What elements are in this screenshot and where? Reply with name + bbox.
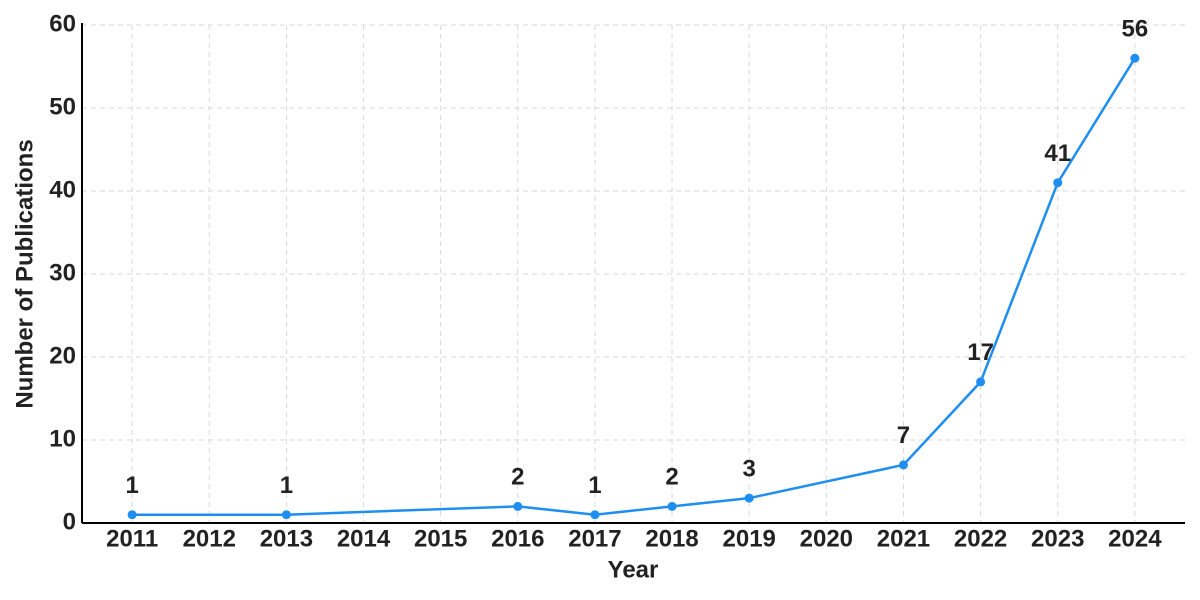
point: [513, 501, 523, 511]
x-tick-label: 2023: [1031, 525, 1084, 552]
data-label: 2: [511, 464, 524, 491]
y-tick-label: 60: [49, 10, 76, 37]
y-tick-label: 20: [49, 342, 76, 369]
point: [744, 493, 754, 503]
y-tick-label: 10: [49, 425, 76, 452]
x-tick-label: 2018: [645, 525, 698, 552]
x-tick-label: 2012: [183, 525, 236, 552]
data-label: 1: [125, 472, 138, 499]
data-label: 1: [588, 472, 601, 499]
y-tick-label: 30: [49, 259, 76, 286]
x-tick-label: 2011: [106, 525, 158, 552]
x-tick-label: 2017: [568, 525, 621, 552]
x-tick-label: 2013: [260, 525, 313, 552]
x-tick-label: 2021: [877, 525, 930, 552]
point: [898, 460, 908, 470]
x-tick-label: 2020: [800, 525, 853, 552]
data-label: 2: [665, 464, 678, 491]
x-tick-label: 2016: [491, 525, 544, 552]
x-tick-label: 2015: [414, 525, 467, 552]
point: [1053, 178, 1063, 188]
y-tick-label: 50: [49, 93, 76, 120]
x-tick-label: 2019: [723, 525, 776, 552]
y-tick-label: 40: [49, 176, 76, 203]
y-axis-label: Number of Publications: [11, 139, 38, 408]
data-label: 56: [1122, 16, 1149, 43]
x-tick-label: 2014: [337, 525, 391, 552]
point: [976, 377, 986, 387]
data-label: 17: [967, 339, 994, 366]
point: [281, 510, 291, 520]
data-label: 1: [280, 472, 293, 499]
data-label: 7: [897, 422, 910, 449]
y-tick-label: 0: [63, 508, 76, 535]
x-tick-label: 2022: [954, 525, 1007, 552]
data-label: 3: [743, 455, 756, 482]
point: [127, 510, 137, 520]
x-axis-label: Year: [608, 556, 659, 583]
data-label: 41: [1044, 140, 1071, 167]
x-tick-label: 2024: [1108, 525, 1162, 552]
point: [667, 501, 677, 511]
point: [1130, 53, 1140, 63]
point: [590, 510, 600, 520]
line: [132, 57, 1136, 516]
